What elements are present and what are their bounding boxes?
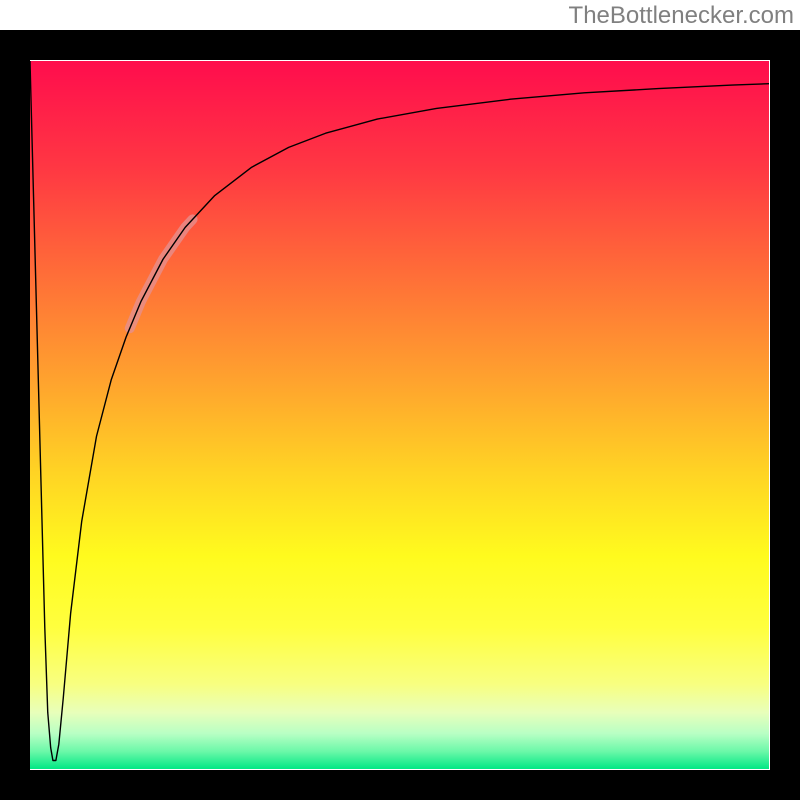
plot-svg bbox=[30, 61, 769, 769]
gradient-background bbox=[30, 61, 769, 769]
watermark-text: TheBottlenecker.com bbox=[569, 2, 794, 30]
figure-container: TheBottlenecker.com bbox=[0, 0, 800, 800]
plot-area bbox=[30, 61, 769, 769]
